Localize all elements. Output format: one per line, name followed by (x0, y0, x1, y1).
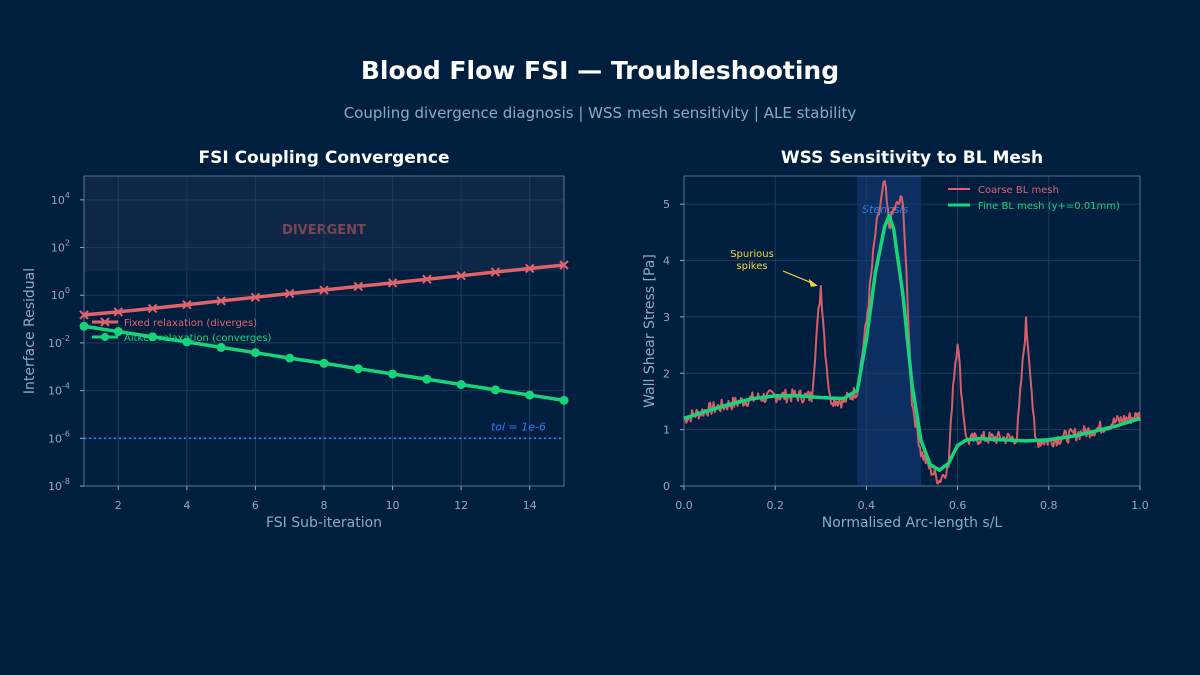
aitken-relaxation-point (456, 380, 466, 390)
x-tick-label: 10 (386, 499, 400, 512)
fixed-relaxation-point (490, 267, 501, 277)
fixed-relaxation-point (113, 307, 123, 317)
legend-label: Aitken relaxation (converges) (124, 333, 272, 344)
aitken-relaxation-point (388, 369, 398, 379)
y-tick-label: 10-4 (48, 382, 70, 398)
y-tick-label: 100 (51, 286, 70, 302)
aitken-relaxation-point (525, 390, 535, 400)
aitken-relaxation-point (148, 332, 158, 342)
page-subtitle: Coupling divergence diagnosis | WSS mesh… (343, 104, 857, 122)
aitken-relaxation-point (422, 374, 432, 384)
aitken-relaxation-point (319, 358, 329, 368)
y-tick-label: 10-6 (48, 429, 70, 445)
legend-marker (100, 317, 110, 327)
y-tick-label: 102 (51, 239, 70, 255)
x-tick-label: 4 (183, 499, 190, 512)
x-tick-label: 14 (523, 499, 537, 512)
fixed-relaxation-point (147, 303, 158, 314)
aitken-relaxation-point (285, 353, 295, 363)
aitken-relaxation-point (182, 337, 192, 347)
y-tick-label: 10-2 (48, 334, 70, 350)
chart1-title: FSI Coupling Convergence (198, 148, 449, 168)
fixed-relaxation-point (387, 278, 398, 288)
x-tick-label: 6 (252, 499, 259, 512)
fixed-relaxation-point (422, 274, 432, 284)
legend-marker (101, 333, 109, 341)
y-tick-label: 104 (51, 191, 70, 207)
x-tick-label: 12 (454, 499, 468, 512)
fixed-relaxation-point (525, 263, 535, 274)
fixed-relaxation-point (456, 270, 466, 281)
x-tick-label: 8 (321, 499, 328, 512)
aitken-relaxation-point (559, 395, 569, 405)
page-title: Blood Flow FSI — Troubleshooting (360, 56, 840, 85)
fixed-relaxation-point (216, 296, 226, 306)
fixed-relaxation-point (353, 281, 363, 292)
fixed-relaxation-point (285, 288, 295, 299)
tolerance-label: tol = 1e-6 (491, 420, 546, 433)
fixed-relaxation-point (182, 300, 192, 310)
aitken-relaxation-point (490, 385, 500, 395)
chart1-ylabel: Interface Residual (22, 268, 38, 394)
aitken-relaxation-point (216, 342, 226, 352)
chart1-xlabel: FSI Sub-iteration (266, 515, 382, 531)
fixed-relaxation-point (250, 292, 261, 302)
fixed-relaxation-point (559, 260, 569, 270)
y-tick-label: 10-8 (48, 477, 70, 493)
fixed-relaxation-point (319, 285, 329, 295)
aitken-relaxation-point (113, 327, 123, 337)
legend-label: Fixed relaxation (diverges) (124, 318, 257, 329)
aitken-relaxation-point (353, 364, 363, 374)
x-tick-label: 2 (115, 499, 122, 512)
fixed-relaxation-point (79, 310, 89, 320)
aitken-relaxation-point (250, 348, 260, 358)
aitken-relaxation-point (79, 321, 89, 331)
